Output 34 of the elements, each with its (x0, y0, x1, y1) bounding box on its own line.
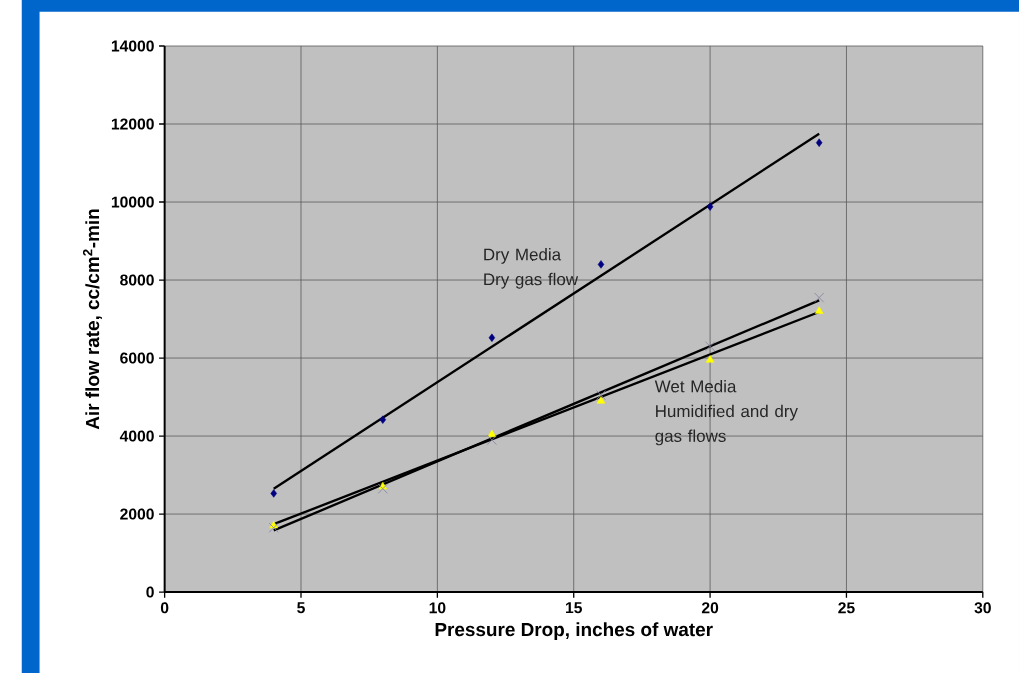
point (814, 306, 824, 314)
point (814, 292, 825, 303)
point (488, 333, 496, 342)
y-tick-label: 6000 (120, 352, 154, 364)
point (705, 355, 715, 363)
annotation: Wet Media Humidified and dry gas flows (654, 379, 798, 446)
x-tick-label: 30 (974, 602, 991, 614)
annotation: Dry Media Dry gas flow (484, 247, 579, 289)
x-tick-label: 0 (160, 602, 169, 614)
point (597, 260, 605, 269)
point (377, 483, 388, 494)
point (486, 434, 497, 445)
point (815, 138, 823, 147)
y-tick-label: 12000 (111, 118, 154, 130)
x-tick-label: 5 (297, 602, 305, 614)
point (595, 389, 606, 400)
y-tick-label: 10000 (111, 196, 154, 208)
point (270, 489, 277, 498)
y-axis-title: Air flow rate, cc/cm$^{2}$-min (82, 209, 102, 430)
y-tick-label: 14000 (111, 40, 154, 52)
x-tick-label: 10 (429, 602, 446, 614)
point (596, 395, 606, 404)
point (379, 415, 387, 424)
y-tick-label: 2000 (120, 508, 154, 520)
y-tick-label: 4000 (119, 430, 154, 442)
y-tick-label: 8000 (120, 274, 154, 286)
x-tick-label: 15 (565, 602, 582, 614)
x-tick-label: 20 (701, 602, 719, 614)
point (705, 341, 716, 352)
y-tick-label: 0 (146, 586, 154, 598)
point (706, 202, 714, 211)
x-axis-title: Pressure Drop, inches of water (435, 622, 713, 640)
point (268, 522, 279, 533)
x-tick-label: 25 (838, 602, 855, 614)
